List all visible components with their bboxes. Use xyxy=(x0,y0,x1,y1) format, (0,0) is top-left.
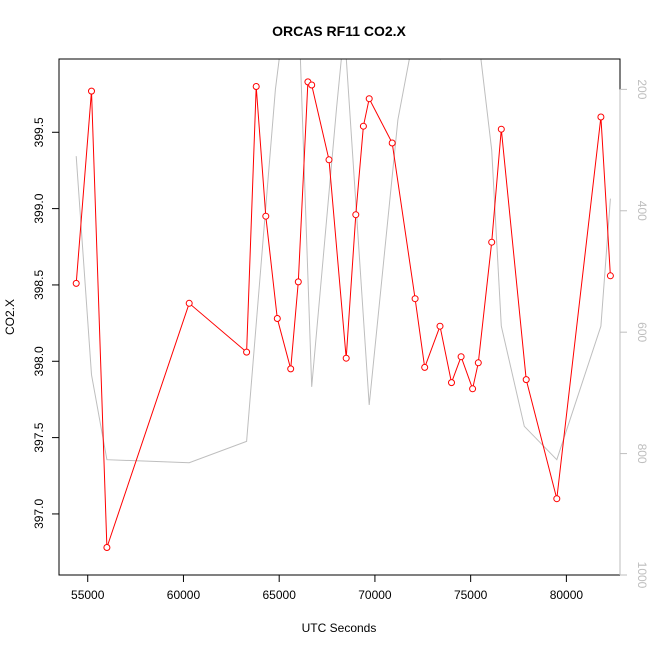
co2-series-point xyxy=(308,81,316,89)
co2-series-point xyxy=(421,363,429,371)
co2-series-point xyxy=(365,95,373,103)
co2-series-point xyxy=(359,122,367,130)
y-tick-label: 399.0 xyxy=(32,193,46,223)
series-layer xyxy=(72,59,614,551)
co2-series-point xyxy=(474,359,482,367)
y-axis-label: CO2.X xyxy=(3,299,17,335)
co2-series-point xyxy=(325,156,333,164)
co2-series-point xyxy=(72,279,80,287)
y-axis: 397.0 397.5 398.0 398.5 399.0 399.5 xyxy=(32,117,60,529)
right-tick-label: 800 xyxy=(635,444,649,464)
y-tick-label: 398.5 xyxy=(32,270,46,300)
y-tick-label: 397.0 xyxy=(32,499,46,529)
co2-series-point xyxy=(103,544,111,551)
right-tick-label: 200 xyxy=(635,79,649,99)
co2-series-point xyxy=(294,278,302,286)
y-tick-label: 397.5 xyxy=(32,422,46,452)
co2-series-point xyxy=(457,353,465,361)
x-tick-label: 75000 xyxy=(454,588,488,602)
co2-series-point xyxy=(436,322,444,330)
x-tick-label: 60000 xyxy=(167,588,201,602)
right-tick-label: 1000 xyxy=(635,562,649,589)
co2-series-point xyxy=(88,87,95,95)
co2-series-point xyxy=(448,379,455,387)
x-tick-label: 65000 xyxy=(263,588,297,602)
x-axis: 55000 60000 65000 70000 75000 80000 xyxy=(71,574,584,602)
co2-series-point xyxy=(469,385,477,393)
right-tick-label: 600 xyxy=(635,322,649,342)
co2-series-point xyxy=(497,125,505,133)
right-axis: 200 400 600 800 1000 xyxy=(619,79,649,589)
chart-title: ORCAS RF11 CO2.X xyxy=(272,23,406,39)
co2-series-point xyxy=(342,354,350,362)
co2-series-point xyxy=(553,495,561,503)
co2-series-point xyxy=(262,212,270,220)
x-tick-label: 80000 xyxy=(550,588,584,602)
right-axis-series-line xyxy=(75,59,611,464)
y-tick-label: 398.0 xyxy=(32,346,46,376)
co2-series-point xyxy=(185,299,193,307)
plot-frame xyxy=(58,58,621,576)
x-tick-label: 70000 xyxy=(358,588,392,602)
x-tick-label: 55000 xyxy=(71,588,105,602)
co2-series-point xyxy=(388,139,396,147)
co2-series-point xyxy=(411,295,419,303)
co2-series-point xyxy=(352,211,360,219)
co2-series-point xyxy=(243,348,251,356)
x-axis-label: UTC Seconds xyxy=(302,621,377,635)
co2-series-line xyxy=(75,80,611,548)
co2-series-point xyxy=(287,365,295,373)
y-tick-label: 399.5 xyxy=(32,117,46,147)
co2-series-point xyxy=(606,272,614,280)
co2-series-point xyxy=(522,376,530,384)
co2-series-point xyxy=(252,83,260,90)
right-tick-label: 400 xyxy=(635,201,649,221)
co2-series-point xyxy=(488,238,496,246)
co2-series-point xyxy=(273,315,281,322)
co2-series-point xyxy=(597,113,605,121)
